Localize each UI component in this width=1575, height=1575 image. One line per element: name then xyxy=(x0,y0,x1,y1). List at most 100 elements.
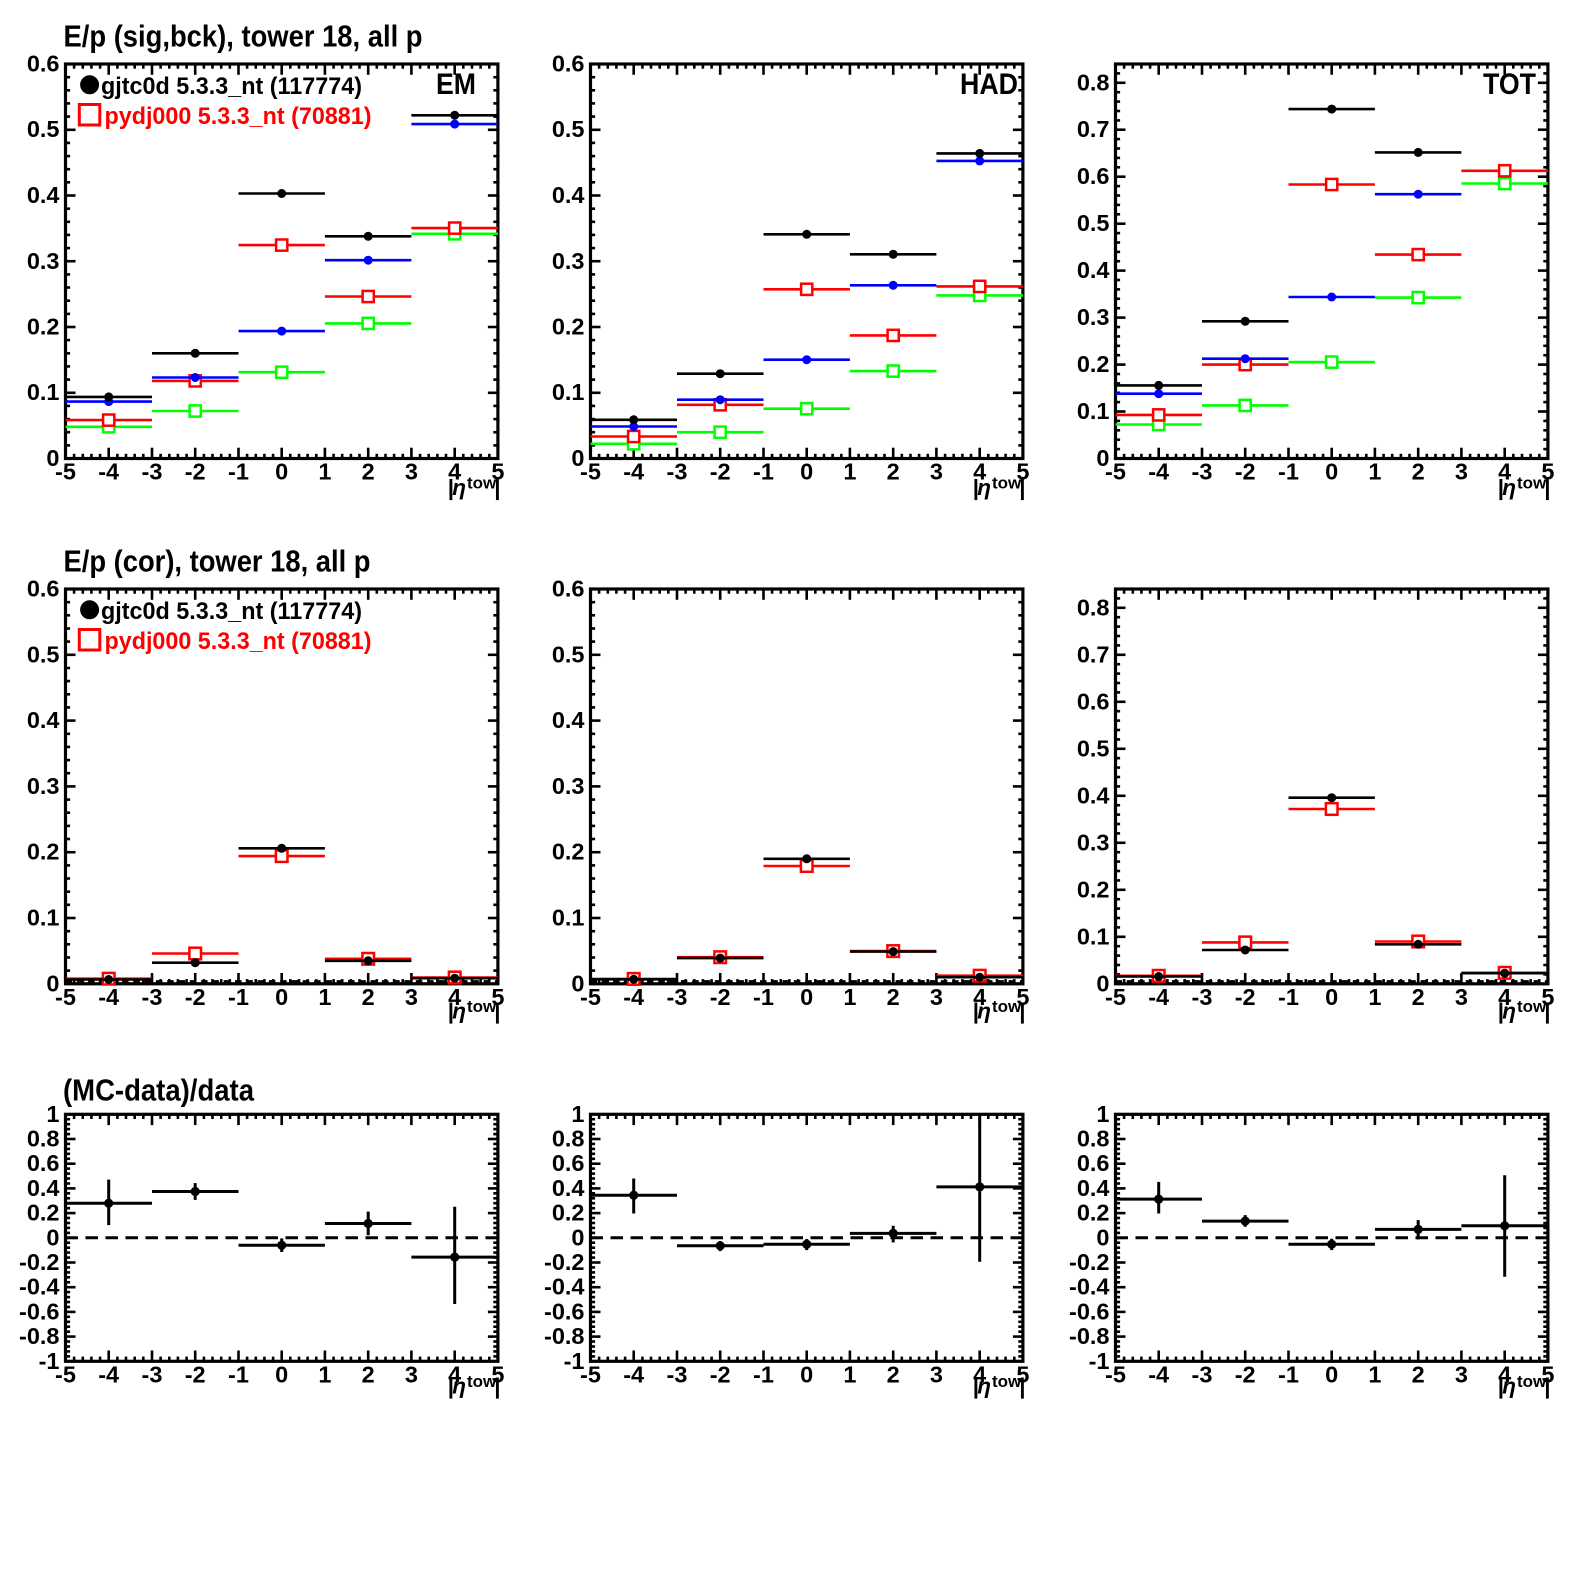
svg-text:2: 2 xyxy=(1412,459,1425,485)
svg-text:|: | xyxy=(973,999,979,1024)
svg-text:tow: tow xyxy=(992,1372,1022,1391)
svg-text:1: 1 xyxy=(1368,984,1381,1010)
svg-text:0: 0 xyxy=(46,1224,59,1250)
svg-text:0: 0 xyxy=(571,1224,584,1250)
svg-text:0.2: 0.2 xyxy=(27,839,60,865)
svg-text:η: η xyxy=(977,999,991,1024)
svg-text:|: | xyxy=(494,999,500,1024)
svg-text:2: 2 xyxy=(887,984,900,1010)
svg-text:tow: tow xyxy=(467,1372,497,1391)
svg-text:0.6: 0.6 xyxy=(552,576,585,602)
svg-text:5: 5 xyxy=(491,1361,504,1387)
svg-text:0.4: 0.4 xyxy=(1077,782,1110,808)
svg-text:0.5: 0.5 xyxy=(552,116,585,142)
svg-text:pydj000 5.3.3_nt (70881): pydj000 5.3.3_nt (70881) xyxy=(105,628,372,655)
svg-text:-5: -5 xyxy=(55,1361,76,1387)
svg-text:-4: -4 xyxy=(1148,1361,1169,1387)
svg-text:0: 0 xyxy=(571,970,584,996)
svg-text:3: 3 xyxy=(930,459,943,485)
svg-text:0.6: 0.6 xyxy=(27,1150,60,1176)
svg-text:0.3: 0.3 xyxy=(1077,304,1110,330)
svg-text:-2: -2 xyxy=(185,984,206,1010)
svg-text:EM: EM xyxy=(436,68,476,101)
svg-text:0.8: 0.8 xyxy=(1077,594,1110,620)
svg-text:3: 3 xyxy=(1455,984,1468,1010)
svg-text:0: 0 xyxy=(1325,1361,1338,1387)
svg-text:-0.4: -0.4 xyxy=(19,1274,60,1300)
svg-text:η: η xyxy=(977,1374,991,1399)
svg-text:-4: -4 xyxy=(98,459,119,485)
svg-text:0.3: 0.3 xyxy=(27,248,60,274)
svg-text:-2: -2 xyxy=(185,1361,206,1387)
svg-text:-3: -3 xyxy=(1192,459,1213,485)
svg-text:0.4: 0.4 xyxy=(552,182,585,208)
svg-text:1: 1 xyxy=(843,1361,856,1387)
svg-text:-5: -5 xyxy=(1105,984,1126,1010)
svg-text:4: 4 xyxy=(448,459,461,485)
svg-text:4: 4 xyxy=(973,459,986,485)
svg-text:-2: -2 xyxy=(710,1361,731,1387)
svg-text:-5: -5 xyxy=(55,459,76,485)
svg-text:0: 0 xyxy=(800,1361,813,1387)
svg-text:2: 2 xyxy=(887,1361,900,1387)
svg-text:3: 3 xyxy=(405,984,418,1010)
svg-text:-3: -3 xyxy=(1192,1361,1213,1387)
svg-text:1: 1 xyxy=(1096,1101,1109,1127)
svg-text:0.5: 0.5 xyxy=(27,641,60,667)
svg-text:-4: -4 xyxy=(98,1361,119,1387)
svg-text:|: | xyxy=(1544,475,1550,500)
svg-text:-5: -5 xyxy=(580,984,601,1010)
svg-text:-5: -5 xyxy=(580,1361,601,1387)
svg-text:5: 5 xyxy=(1016,459,1029,485)
svg-text:-5: -5 xyxy=(580,459,601,485)
svg-text:0.4: 0.4 xyxy=(27,182,60,208)
svg-text:-3: -3 xyxy=(667,1361,688,1387)
svg-text:-0.2: -0.2 xyxy=(1069,1249,1110,1275)
svg-text:0.3: 0.3 xyxy=(552,773,585,799)
svg-text:0.1: 0.1 xyxy=(27,905,60,931)
svg-text:0.3: 0.3 xyxy=(552,248,585,274)
svg-text:-3: -3 xyxy=(667,984,688,1010)
svg-text:1: 1 xyxy=(843,984,856,1010)
svg-text:2: 2 xyxy=(1412,1361,1425,1387)
svg-text:0.4: 0.4 xyxy=(552,707,585,733)
svg-text:0.5: 0.5 xyxy=(1077,735,1110,761)
svg-text:η: η xyxy=(452,999,466,1024)
svg-text:|: | xyxy=(1544,1374,1550,1399)
svg-text:0: 0 xyxy=(46,445,59,471)
svg-text:0: 0 xyxy=(1096,1224,1109,1250)
svg-text:0.8: 0.8 xyxy=(552,1126,585,1152)
svg-text:-1: -1 xyxy=(753,1361,774,1387)
svg-text:1: 1 xyxy=(318,459,331,485)
svg-text:-4: -4 xyxy=(623,984,644,1010)
svg-text:0.4: 0.4 xyxy=(1077,1175,1110,1201)
svg-text:-1: -1 xyxy=(228,1361,249,1387)
svg-text:2: 2 xyxy=(362,459,375,485)
svg-text:3: 3 xyxy=(405,1361,418,1387)
svg-text:1: 1 xyxy=(1368,1361,1381,1387)
svg-text:-1: -1 xyxy=(39,1348,60,1374)
svg-text:|: | xyxy=(1544,999,1550,1024)
svg-text:0.4: 0.4 xyxy=(552,1175,585,1201)
svg-text:-1: -1 xyxy=(564,1348,585,1374)
svg-text:1: 1 xyxy=(318,1361,331,1387)
svg-text:|: | xyxy=(1019,1374,1025,1399)
svg-text:gjtc0d 5.3.3_nt (117774): gjtc0d 5.3.3_nt (117774) xyxy=(101,73,362,100)
svg-text:0.8: 0.8 xyxy=(1077,1126,1110,1152)
svg-text:0.3: 0.3 xyxy=(1077,829,1110,855)
svg-text:-5: -5 xyxy=(55,984,76,1010)
svg-text:|: | xyxy=(1498,999,1504,1024)
svg-text:0.5: 0.5 xyxy=(1077,210,1110,236)
svg-text:-4: -4 xyxy=(1148,459,1169,485)
svg-text:|: | xyxy=(973,1374,979,1399)
svg-text:0.6: 0.6 xyxy=(552,51,585,77)
svg-text:0: 0 xyxy=(46,970,59,996)
svg-text:-1: -1 xyxy=(228,984,249,1010)
svg-text:4: 4 xyxy=(448,1361,461,1387)
svg-text:|: | xyxy=(973,475,979,500)
svg-text:η: η xyxy=(1502,475,1516,500)
svg-text:0: 0 xyxy=(1325,984,1338,1010)
svg-text:E/p (cor), tower 18, all p: E/p (cor), tower 18, all p xyxy=(64,544,371,579)
svg-text:2: 2 xyxy=(362,984,375,1010)
svg-text:-1: -1 xyxy=(1278,1361,1299,1387)
